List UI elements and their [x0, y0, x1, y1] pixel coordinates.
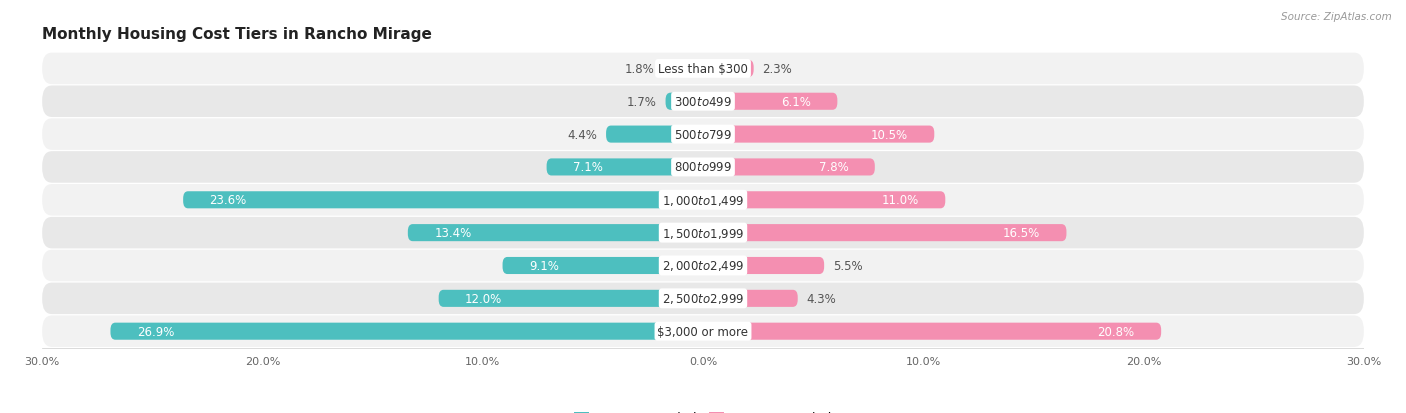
Text: $2,500 to $2,999: $2,500 to $2,999 [662, 292, 744, 306]
Text: $500 to $799: $500 to $799 [673, 128, 733, 141]
Text: 16.5%: 16.5% [1002, 227, 1040, 240]
Legend: Owner-occupied, Renter-occupied: Owner-occupied, Renter-occupied [568, 406, 838, 413]
FancyBboxPatch shape [502, 257, 703, 274]
Text: Less than $300: Less than $300 [658, 63, 748, 76]
FancyBboxPatch shape [703, 159, 875, 176]
Text: $1,500 to $1,999: $1,500 to $1,999 [662, 226, 744, 240]
Text: 4.3%: 4.3% [807, 292, 837, 305]
Text: 23.6%: 23.6% [209, 194, 247, 207]
Text: 5.5%: 5.5% [832, 259, 863, 272]
FancyBboxPatch shape [703, 290, 797, 307]
Text: 2.3%: 2.3% [762, 63, 792, 76]
Text: $1,000 to $1,499: $1,000 to $1,499 [662, 193, 744, 207]
Text: 1.8%: 1.8% [624, 63, 655, 76]
FancyBboxPatch shape [42, 185, 1364, 216]
Text: $800 to $999: $800 to $999 [673, 161, 733, 174]
Text: 11.0%: 11.0% [882, 194, 920, 207]
Text: 7.8%: 7.8% [818, 161, 848, 174]
Text: 13.4%: 13.4% [434, 227, 471, 240]
FancyBboxPatch shape [408, 225, 703, 242]
Text: 20.8%: 20.8% [1098, 325, 1135, 338]
FancyBboxPatch shape [665, 93, 703, 111]
Text: 7.1%: 7.1% [574, 161, 603, 174]
FancyBboxPatch shape [42, 86, 1364, 118]
FancyBboxPatch shape [703, 192, 945, 209]
FancyBboxPatch shape [42, 152, 1364, 183]
FancyBboxPatch shape [703, 126, 934, 143]
FancyBboxPatch shape [111, 323, 703, 340]
Text: $3,000 or more: $3,000 or more [658, 325, 748, 338]
Text: 12.0%: 12.0% [465, 292, 502, 305]
Text: $2,000 to $2,499: $2,000 to $2,499 [662, 259, 744, 273]
Text: 1.7%: 1.7% [627, 95, 657, 109]
Text: 6.1%: 6.1% [782, 95, 811, 109]
FancyBboxPatch shape [547, 159, 703, 176]
FancyBboxPatch shape [42, 316, 1364, 347]
FancyBboxPatch shape [703, 61, 754, 78]
FancyBboxPatch shape [703, 225, 1066, 242]
FancyBboxPatch shape [703, 257, 824, 274]
FancyBboxPatch shape [664, 61, 703, 78]
FancyBboxPatch shape [183, 192, 703, 209]
FancyBboxPatch shape [42, 119, 1364, 150]
FancyBboxPatch shape [42, 217, 1364, 249]
Text: Source: ZipAtlas.com: Source: ZipAtlas.com [1281, 12, 1392, 22]
FancyBboxPatch shape [42, 54, 1364, 85]
Text: $300 to $499: $300 to $499 [673, 95, 733, 109]
FancyBboxPatch shape [439, 290, 703, 307]
Text: 26.9%: 26.9% [136, 325, 174, 338]
Text: 4.4%: 4.4% [568, 128, 598, 141]
Text: 9.1%: 9.1% [529, 259, 558, 272]
Text: 10.5%: 10.5% [870, 128, 908, 141]
Text: Monthly Housing Cost Tiers in Rancho Mirage: Monthly Housing Cost Tiers in Rancho Mir… [42, 26, 432, 41]
FancyBboxPatch shape [42, 250, 1364, 282]
FancyBboxPatch shape [606, 126, 703, 143]
FancyBboxPatch shape [42, 283, 1364, 314]
FancyBboxPatch shape [703, 323, 1161, 340]
FancyBboxPatch shape [703, 93, 838, 111]
